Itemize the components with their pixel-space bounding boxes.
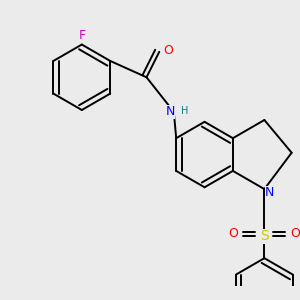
Text: O: O [164, 44, 173, 56]
Text: O: O [229, 227, 238, 240]
Text: N: N [265, 186, 274, 199]
Text: N: N [166, 105, 175, 118]
Text: S: S [260, 230, 269, 243]
Text: H: H [181, 106, 188, 116]
Text: O: O [290, 227, 300, 240]
Text: F: F [78, 29, 85, 42]
